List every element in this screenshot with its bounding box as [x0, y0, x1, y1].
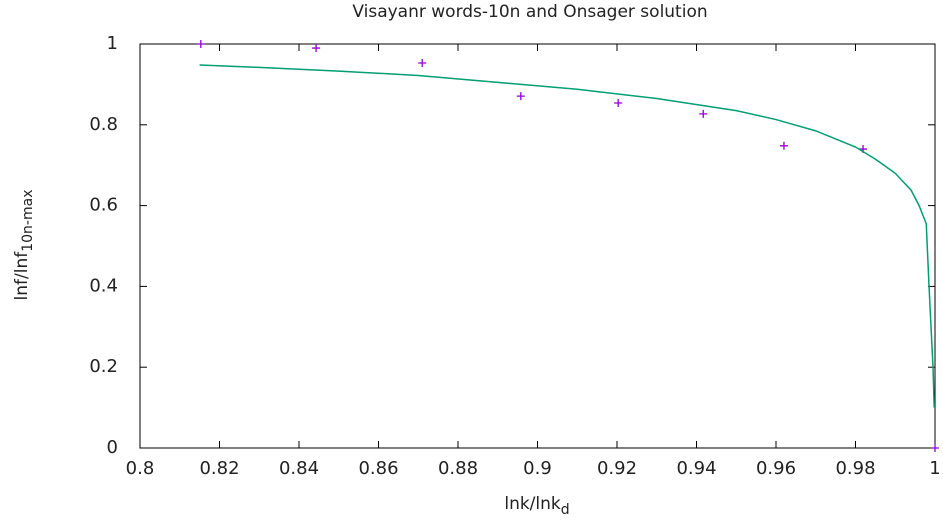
x-tick-label: 0.96	[756, 458, 796, 479]
x-tick-label: 1	[929, 458, 940, 479]
y-tick-label: 0.6	[89, 195, 118, 216]
x-tick-label: 0.88	[438, 458, 478, 479]
x-label-text: lnk/lnk	[504, 494, 561, 514]
data-point	[312, 44, 321, 53]
data-point	[196, 40, 205, 48]
x-tick-label: 0.82	[199, 458, 239, 479]
y-tick-label: 0	[107, 437, 118, 458]
x-tick-label: 0.94	[676, 458, 716, 479]
x-tick-label: 0.84	[279, 458, 319, 479]
data-point	[931, 444, 939, 452]
data-point	[614, 98, 623, 107]
y-label-subscript: 10n-max	[20, 190, 36, 252]
x-tick-label: 0.8	[126, 458, 155, 479]
y-tick-label: 0.4	[89, 275, 118, 296]
data-point	[779, 141, 788, 150]
x-tick-label: 0.92	[597, 458, 637, 479]
x-axis-label: lnk/lnkd	[504, 494, 569, 518]
y-tick-label: 0.8	[89, 114, 118, 135]
y-axis-label: lnf/lnf10n-max	[12, 190, 36, 301]
data-point	[516, 92, 525, 101]
x-label-subscript: d	[561, 502, 570, 518]
plot-border	[139, 43, 936, 449]
x-tick-label: 0.86	[358, 458, 398, 479]
data-point	[699, 109, 708, 118]
data-point	[418, 58, 427, 67]
x-tick-label: 0.98	[835, 458, 875, 479]
y-label-text: lnf/lnf	[12, 251, 32, 301]
y-tick-label: 0.2	[89, 356, 118, 377]
y-tick-label: 1	[107, 33, 118, 54]
x-tick-label: 0.9	[523, 458, 552, 479]
data-line	[199, 64, 935, 408]
chart-title: Visayanr words-10n and Onsager solution	[352, 2, 707, 22]
